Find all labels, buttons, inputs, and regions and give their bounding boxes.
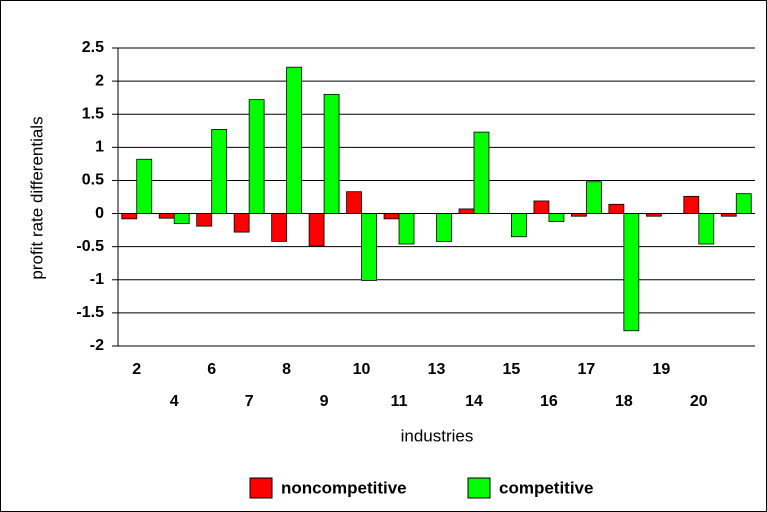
x-tick-label: 8 [282,361,291,378]
x-tick-label: 20 [690,393,708,410]
x-tick-label: 6 [207,361,216,378]
bar [346,191,362,214]
bar [511,213,527,238]
bar [271,213,288,242]
y-tick-label: 1.5 [82,105,104,122]
legend-swatch [249,477,273,499]
bar [570,213,587,217]
bar [136,158,153,214]
bar [458,208,475,214]
bar [173,213,190,224]
x-tick-label: 16 [540,393,558,410]
y-tick-label: 1 [95,139,104,156]
y-tick-label: -0.5 [76,238,104,255]
x-tick-label: 15 [503,361,521,378]
legend-label: noncompetitive [281,478,407,497]
bar [158,213,175,219]
bar [308,213,325,247]
y-tick-label: 0.5 [82,172,104,189]
x-tick-label: 11 [391,393,408,410]
x-tick-label: 4 [170,393,179,410]
x-tick-label: 10 [353,361,371,378]
y-axis-title: profit rate differentials [27,116,46,279]
x-tick-label: 9 [320,393,329,410]
y-tick-label: -1 [90,271,104,288]
bar [383,213,400,220]
bar [286,66,303,214]
bar [683,195,700,214]
y-tick-label: 0 [95,205,104,222]
bar [233,213,250,233]
bar [608,203,625,214]
y-tick-label: 2.5 [82,39,104,56]
x-tick-label: 7 [245,393,254,410]
bar [473,131,490,214]
y-tick-label: -1.5 [76,304,104,321]
bar [121,213,138,220]
x-tick-label: 13 [428,361,446,378]
y-tick-label: 2 [95,72,104,89]
bar [623,213,640,332]
legend-swatch [467,477,491,499]
bar [436,213,452,242]
bar [585,181,602,214]
bar [398,213,415,245]
x-tick-label: 2 [132,361,141,378]
x-tick-label: 14 [465,393,483,410]
x-axis-title: industries [401,426,474,445]
bar [248,99,265,214]
x-tick-label: 19 [652,361,670,378]
legend-label: competitive [499,478,593,497]
bar [361,213,377,281]
bar [735,193,752,214]
bar [698,213,715,245]
bar [720,213,737,217]
bar [533,200,550,214]
y-tick-label: -2 [90,337,104,354]
x-tick-label: 17 [577,361,595,378]
bar [196,213,213,227]
bar [548,213,565,222]
bar [323,93,340,214]
bar [645,213,662,217]
x-tick-label: 18 [615,393,633,410]
bar [211,129,228,214]
